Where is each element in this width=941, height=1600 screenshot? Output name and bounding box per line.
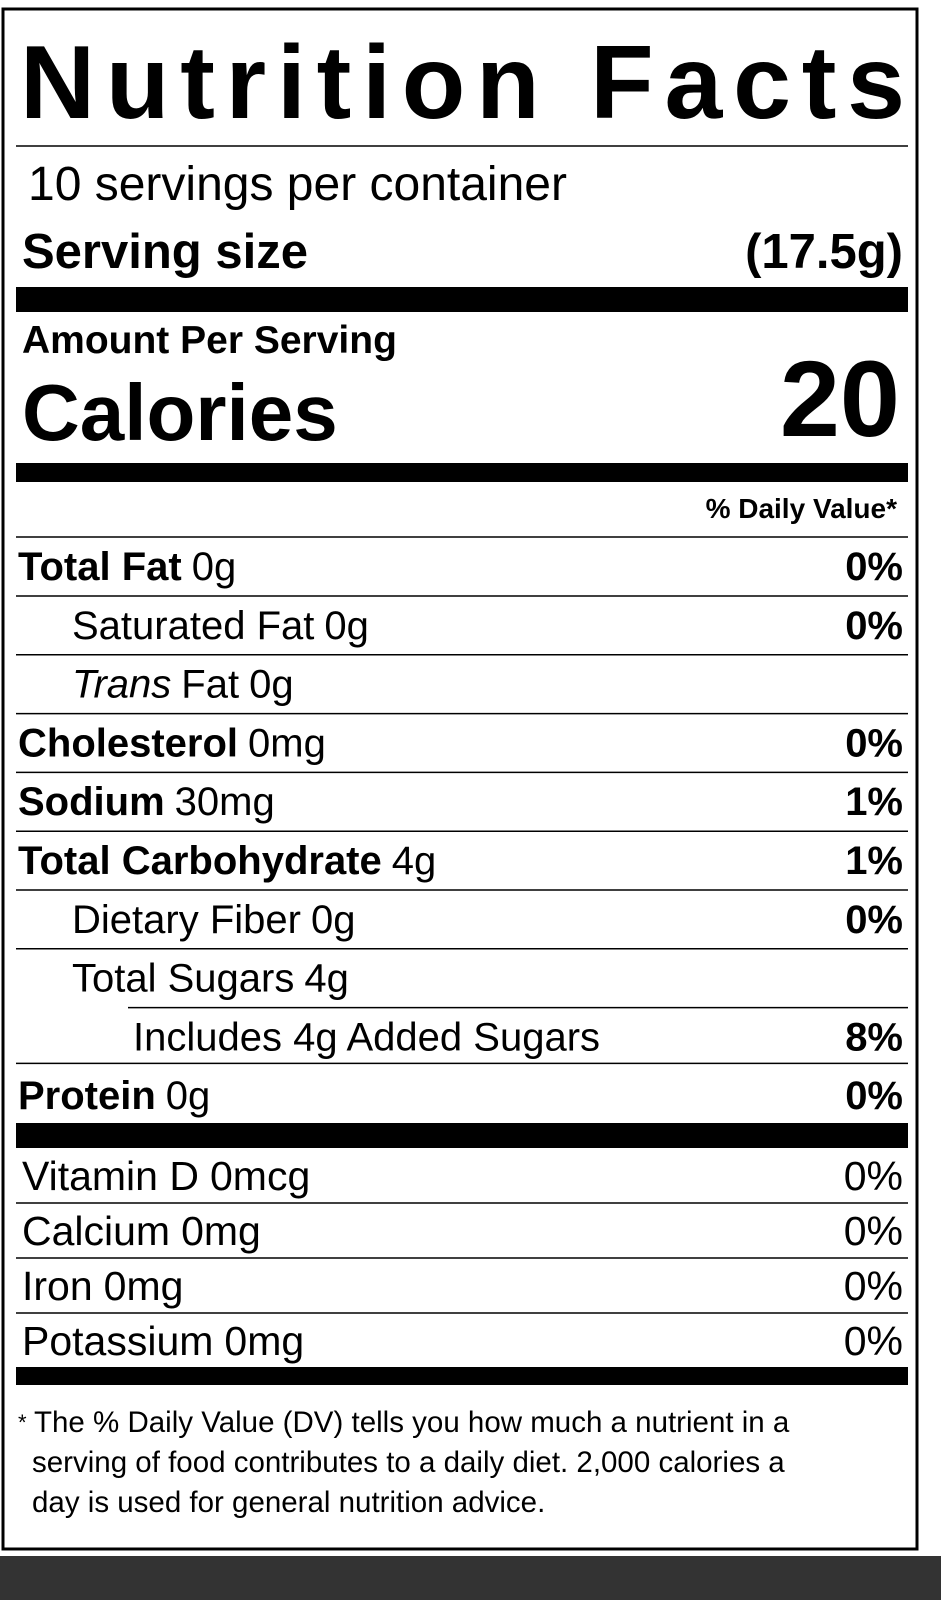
vitamin-dv: 0% (844, 1318, 903, 1364)
nutrient-name: Fat (181, 663, 239, 707)
nutrient-row: Saturated Fat 0g (72, 604, 369, 648)
nutrient-row: Total Carbohydrate 4g (18, 839, 436, 883)
nutrient-name: Cholesterol (18, 721, 238, 765)
nutrient-amount: 4g (392, 839, 437, 883)
vitamin-row: Iron 0mg (22, 1263, 183, 1309)
nutrient-name: Sodium (18, 780, 165, 824)
vitamin-dv: 0% (844, 1153, 903, 1199)
nutrient-amount: 0g (324, 604, 369, 648)
vitamin-name: Potassium (22, 1318, 213, 1364)
nutrient-amount: 30mg (175, 780, 275, 824)
nutrient-row: Sodium 30mg (18, 780, 275, 824)
nutrient-row: Trans Fat 0g (72, 663, 294, 707)
nutrient-name: Dietary Fiber (72, 898, 301, 942)
calories-value: 20 (780, 338, 900, 459)
nutrient-dv: 0% (845, 545, 903, 589)
vitamin-name: Iron (22, 1263, 93, 1309)
nutrient-dv: 0% (845, 1074, 903, 1118)
vitamin-row: Potassium 0mg (22, 1318, 304, 1364)
nutrient-name: Protein (18, 1074, 156, 1118)
calories-label: Calories (22, 368, 338, 457)
bottom-strip (0, 1556, 941, 1600)
footnote-line: day is used for general nutrition advice… (32, 1486, 545, 1519)
thick-bar (16, 1123, 908, 1148)
vitamin-dv: 0% (844, 1208, 903, 1254)
footnote-line: serving of food contributes to a daily d… (32, 1446, 785, 1479)
nutrient-row: Protein 0g (18, 1074, 210, 1118)
nutrient-amount: 0mg (248, 721, 326, 765)
nutrient-amount: 0g (166, 1074, 211, 1118)
amount-per-serving: Amount Per Serving (22, 319, 397, 362)
daily-value-header: % Daily Value* (706, 493, 898, 524)
thick-bar (16, 1367, 908, 1385)
nutrient-name: Total Carbohydrate (18, 839, 382, 883)
vitamin-row: Calcium 0mg (22, 1208, 261, 1254)
nutrient-name: Includes 4g Added Sugars (133, 1015, 600, 1059)
vitamin-name: Vitamin D (22, 1153, 199, 1199)
nutrient-amount: 0g (311, 898, 356, 942)
vitamin-amount: 0mg (181, 1208, 261, 1254)
nutrient-amount: 4g (304, 957, 349, 1001)
footnote-marker: * (18, 1410, 27, 1435)
label-border (1, 7, 919, 1551)
nutrient-name: Total Fat (18, 545, 182, 589)
title: Nutrition Facts (20, 25, 905, 141)
footnote-line: The % Daily Value (DV) tells you how muc… (34, 1406, 790, 1439)
nutrient-dv: 0% (845, 721, 903, 765)
nutrient-row: Total Fat 0g (18, 545, 236, 589)
nutrient-dv: 1% (845, 780, 903, 824)
vitamin-amount: 0mg (104, 1263, 184, 1309)
nutrient-amount: 0g (192, 545, 237, 589)
nutrient-dv: 0% (845, 898, 903, 942)
nutrient-row: Includes 4g Added Sugars (133, 1015, 600, 1059)
nutrient-dv: 8% (845, 1015, 903, 1059)
vitamin-amount: 0mg (224, 1318, 304, 1364)
nutrient-row: Dietary Fiber 0g (72, 898, 355, 942)
nutrient-row: Cholesterol 0mg (18, 721, 326, 765)
vitamin-dv: 0% (844, 1263, 903, 1309)
nutrient-name: Total Sugars (72, 957, 294, 1001)
thick-bar (16, 463, 908, 482)
nutrient-dv: 0% (845, 604, 903, 648)
nutrient-row: Total Sugars 4g (72, 957, 349, 1001)
thick-bar (16, 287, 908, 312)
nutrient-amount: 0g (249, 663, 294, 707)
vitamin-amount: 0mcg (210, 1153, 310, 1199)
nutrient-italic: Trans (72, 663, 171, 707)
servings: 10 servings per container (28, 158, 567, 211)
vitamin-row: Vitamin D 0mcg (22, 1153, 310, 1199)
serving-size-label: Serving size (22, 225, 308, 279)
vitamin-name: Calcium (22, 1208, 170, 1254)
nutrient-name: Saturated Fat (72, 604, 314, 648)
serving-size-value: (17.5g) (745, 225, 903, 279)
nutrient-dv: 1% (845, 839, 903, 883)
